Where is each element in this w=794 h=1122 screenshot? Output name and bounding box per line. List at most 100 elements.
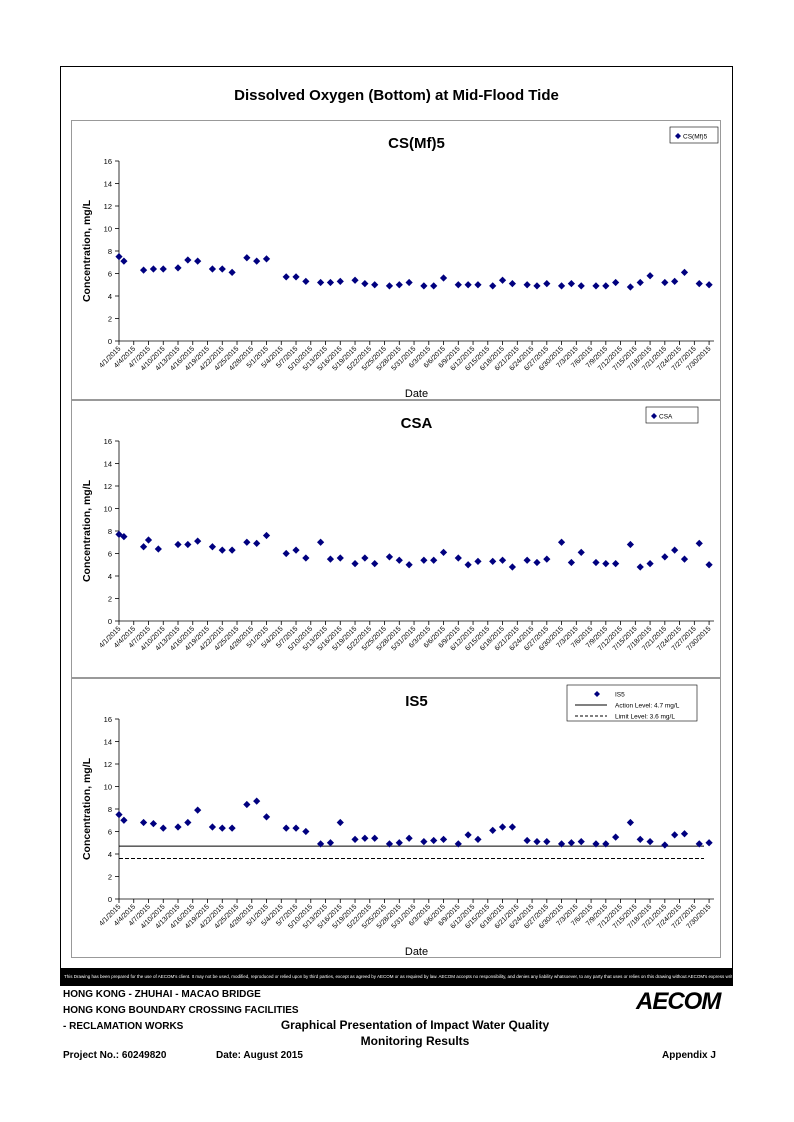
data-point	[208, 265, 217, 273]
data-point	[430, 282, 438, 290]
data-point	[474, 281, 482, 289]
data-point	[612, 833, 620, 841]
report-date: Date: August 2015	[216, 1050, 303, 1061]
data-point	[326, 555, 335, 563]
data-point	[705, 281, 713, 289]
figure-frame: Dissolved Oxygen (Bottom) at Mid-Flood T…	[60, 66, 733, 986]
data-point	[351, 835, 359, 843]
data-point	[602, 560, 610, 568]
y-tick-label: 16	[104, 437, 112, 446]
data-point	[228, 824, 236, 832]
data-point	[253, 257, 261, 265]
data-point	[464, 561, 472, 569]
chart-svg: IS502468101214164/1/20154/4/20154/7/2015…	[81, 684, 714, 957]
data-point	[395, 556, 403, 564]
data-point	[174, 540, 182, 549]
chart-title: CSA	[401, 415, 433, 432]
legend-label: CSA	[659, 414, 673, 421]
data-point	[326, 278, 335, 287]
data-point	[302, 827, 310, 836]
data-point	[454, 281, 462, 289]
x-axis-label: Date	[405, 388, 428, 399]
data-point	[405, 278, 413, 287]
data-point	[523, 836, 531, 845]
data-point	[680, 830, 689, 838]
data-point	[439, 835, 448, 843]
data-point	[302, 554, 310, 562]
data-point	[361, 834, 369, 842]
y-tick-label: 14	[104, 738, 112, 747]
legend-box	[669, 126, 719, 144]
data-point	[184, 256, 192, 264]
data-point	[208, 823, 217, 831]
data-point	[253, 797, 261, 805]
data-point	[508, 280, 516, 288]
data-point	[646, 560, 654, 568]
data-point	[120, 533, 128, 541]
data-point	[567, 280, 575, 288]
data-point	[243, 800, 251, 809]
appendix-label: Appendix J	[662, 1050, 716, 1061]
data-point	[626, 818, 635, 827]
data-point	[612, 278, 620, 287]
data-point	[292, 546, 300, 554]
data-point	[115, 253, 123, 261]
data-point	[626, 540, 635, 549]
data-point	[282, 824, 290, 832]
data-point	[430, 556, 438, 564]
footer-title: Graphical Presentation of Impact Water Q…	[260, 1017, 570, 1049]
data-point	[557, 538, 566, 546]
y-tick-label: 4	[108, 292, 112, 301]
data-point	[577, 548, 585, 556]
project-number: Project No.: 60249820	[63, 1050, 167, 1061]
x-axis-label: Date	[405, 946, 428, 957]
chart-title: IS5	[405, 693, 428, 710]
y-axis-label: Concentration, mg/L	[81, 199, 93, 302]
y-axis-label: Concentration, mg/L	[81, 757, 93, 860]
data-point	[149, 820, 158, 828]
data-point	[705, 561, 713, 569]
data-point	[661, 278, 669, 287]
data-point	[533, 282, 541, 290]
data-point	[120, 257, 128, 265]
data-point	[218, 824, 226, 832]
data-point	[508, 823, 516, 831]
data-point	[208, 543, 217, 551]
y-tick-label: 8	[108, 247, 112, 256]
legend-label: IS5	[615, 692, 625, 699]
legend-marker	[594, 691, 600, 697]
y-tick-label: 12	[104, 482, 112, 491]
legend-label: Action Level: 4.7 mg/L	[615, 703, 680, 710]
data-point	[577, 838, 585, 846]
data-point	[174, 264, 182, 272]
data-point	[454, 554, 462, 562]
data-point	[602, 282, 610, 290]
data-point	[317, 538, 325, 546]
data-point	[139, 266, 148, 274]
data-point	[228, 268, 236, 276]
data-point	[705, 839, 713, 847]
legend-label: Limit Level: 3.6 mg/L	[615, 714, 675, 721]
y-tick-label: 12	[104, 202, 112, 211]
y-tick-label: 2	[108, 595, 112, 604]
data-point	[464, 281, 472, 289]
data-point	[498, 823, 507, 831]
data-point	[174, 823, 182, 831]
data-point	[671, 831, 679, 839]
data-point	[120, 816, 128, 824]
data-point	[194, 257, 202, 265]
data-point	[115, 811, 123, 819]
data-point	[626, 283, 635, 291]
data-point	[715, 280, 722, 287]
data-point	[592, 558, 600, 567]
y-tick-label: 6	[108, 550, 112, 559]
data-point	[326, 839, 335, 847]
data-point	[439, 548, 448, 556]
data-point	[602, 840, 610, 848]
data-point	[139, 818, 148, 827]
chart-svg: CSA02468101214164/1/20154/4/20154/7/2015…	[81, 406, 714, 652]
data-point	[361, 554, 369, 562]
data-point	[420, 838, 428, 846]
y-tick-label: 10	[104, 505, 112, 514]
data-point	[439, 274, 448, 282]
